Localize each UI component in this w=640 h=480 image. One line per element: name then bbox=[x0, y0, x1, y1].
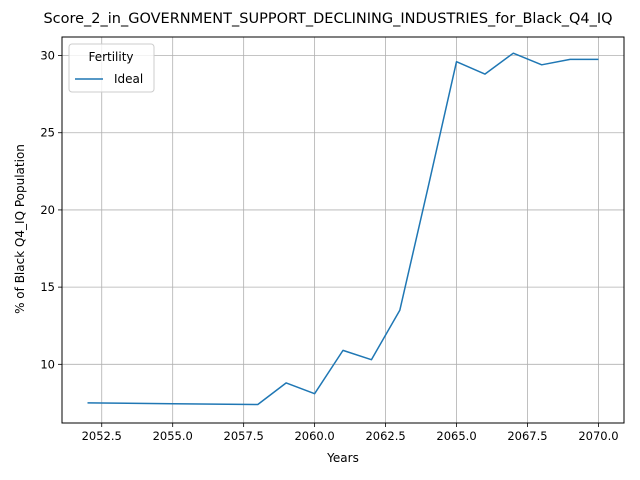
y-tick-label: 30 bbox=[40, 49, 55, 63]
x-tick-label: 2055.0 bbox=[153, 429, 193, 443]
x-tick-label: 2057.5 bbox=[224, 429, 264, 443]
x-tick-label: 2062.5 bbox=[365, 429, 405, 443]
y-tick-label: 25 bbox=[40, 126, 55, 140]
x-axis-ticks: 2052.5 2055.0 2057.5 2060.0 2062.5 2065.0 2067… bbox=[82, 423, 619, 443]
y-tick-label: 15 bbox=[40, 280, 55, 294]
y-axis-ticks: 10 15 20 25 30 bbox=[40, 49, 62, 371]
legend-box bbox=[68, 43, 155, 93]
y-tick-label: 10 bbox=[40, 357, 55, 371]
x-axis-label: Years bbox=[326, 451, 359, 465]
x-tick-label: 2067.5 bbox=[507, 429, 547, 443]
x-tick-label: 2065.0 bbox=[436, 429, 476, 443]
plot-frame bbox=[61, 36, 625, 424]
legend-label: Ideal bbox=[114, 72, 143, 86]
legend-title: Fertility bbox=[88, 50, 133, 64]
legend: Fertility Ideal bbox=[68, 43, 155, 93]
series-line-ideal bbox=[87, 52, 599, 406]
plot-series bbox=[87, 52, 599, 406]
x-tick-label: 2060.0 bbox=[294, 429, 334, 443]
x-tick-label: 2052.5 bbox=[82, 429, 122, 443]
y-tick-label: 20 bbox=[40, 203, 55, 217]
chart-title: Score_2_in_GOVERNMENT_SUPPORT_DECLINING_… bbox=[43, 11, 612, 27]
grid-lines bbox=[62, 37, 624, 423]
x-tick-label: 2070.0 bbox=[578, 429, 618, 443]
y-axis-label: % of Black Q4_IQ Population bbox=[13, 144, 27, 314]
